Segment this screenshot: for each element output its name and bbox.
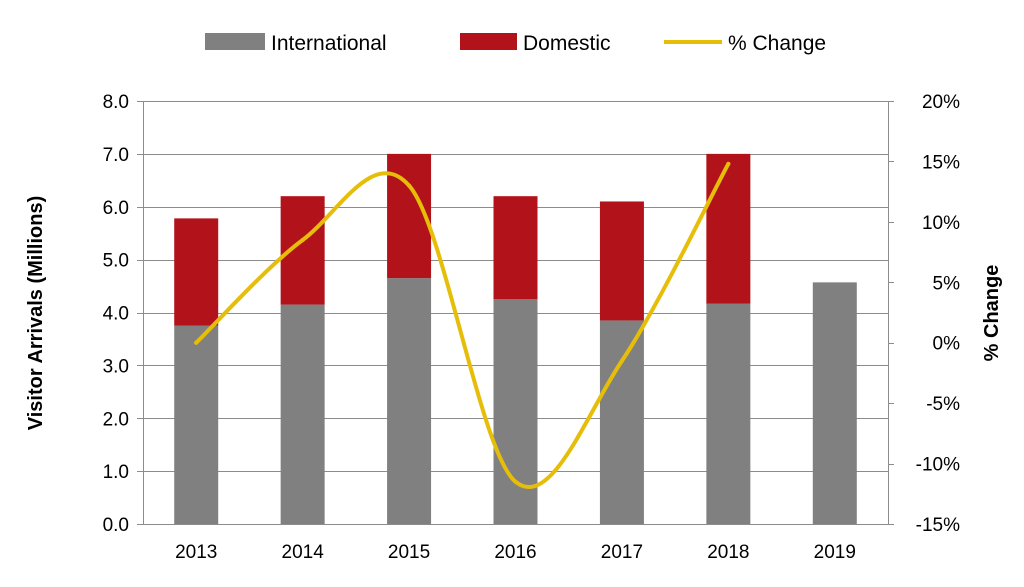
left-axis-ticks: 0.0 1.0 2.0 3.0 4.0 5.0 6.0 7.0 8.0 [103,92,129,536]
x-tick-label: 2017 [601,542,643,563]
pct-change-point [194,340,199,345]
right-tick-label: -15% [916,515,960,536]
left-tick-label: 0.0 [103,515,129,536]
legend-label-international: International [271,32,387,55]
right-tick-label: 10% [922,213,960,234]
pct-change-line-layer [194,161,731,490]
bar-domestic-2013 [174,218,219,326]
left-tick-label: 5.0 [103,251,129,272]
pct-change-point [407,183,412,188]
pct-change-point [513,479,518,484]
x-tick-label: 2016 [494,542,536,563]
x-tick-label: 2019 [814,542,856,563]
left-tick-label: 8.0 [103,92,129,113]
left-tick-label: 7.0 [103,145,129,166]
right-tick-label: 5% [933,273,961,294]
right-tick-label: -10% [916,455,960,476]
legend-swatch-domestic [460,33,517,50]
right-tick-label: -5% [926,394,960,415]
legend: International Domestic % Change [205,32,826,55]
left-tick-label: 1.0 [103,462,129,483]
left-axis-title: Visitor Arrivals (Millions) [25,196,47,431]
bar-domestic-2018 [706,153,751,304]
x-axis-ticks: 2013 2014 2015 2016 2017 2018 2019 [175,542,856,563]
pct-change-point [300,237,305,242]
legend-label-pct-change: % Change [728,32,826,55]
legend-swatch-international [205,33,265,50]
left-tick-label: 2.0 [103,409,129,430]
bar-domestic-2017 [599,201,644,321]
bar-international-2018 [706,303,751,524]
legend-label-domestic: Domestic [523,32,611,55]
x-tick-label: 2014 [282,542,325,563]
right-tick-label: 0% [933,334,961,355]
bar-international-2017 [599,320,644,524]
right-tick-label: 15% [922,152,960,173]
x-tick-label: 2018 [707,542,749,563]
right-tick-label: 20% [922,92,960,113]
x-tick-label: 2015 [388,542,430,563]
bar-domestic-2016 [493,196,538,300]
pct-change-point [726,161,731,166]
axes [137,101,894,525]
bar-international-2019 [812,282,857,524]
x-tick-label: 2013 [175,542,217,563]
pct-change-line [194,161,731,490]
bar-international-2013 [174,325,219,524]
bar-international-2014 [280,304,325,524]
bar-international-2015 [387,278,432,524]
left-tick-label: 3.0 [103,356,129,377]
pct-change-point [619,358,624,363]
bar-international-2016 [493,299,538,524]
right-axis-title: % Change [981,265,1003,362]
left-tick-label: 6.0 [103,198,129,219]
bars [174,153,857,524]
right-axis-ticks: -15% -10% -5% 0% 5% 10% 15% 20% [916,92,960,536]
left-tick-label: 4.0 [103,304,129,325]
